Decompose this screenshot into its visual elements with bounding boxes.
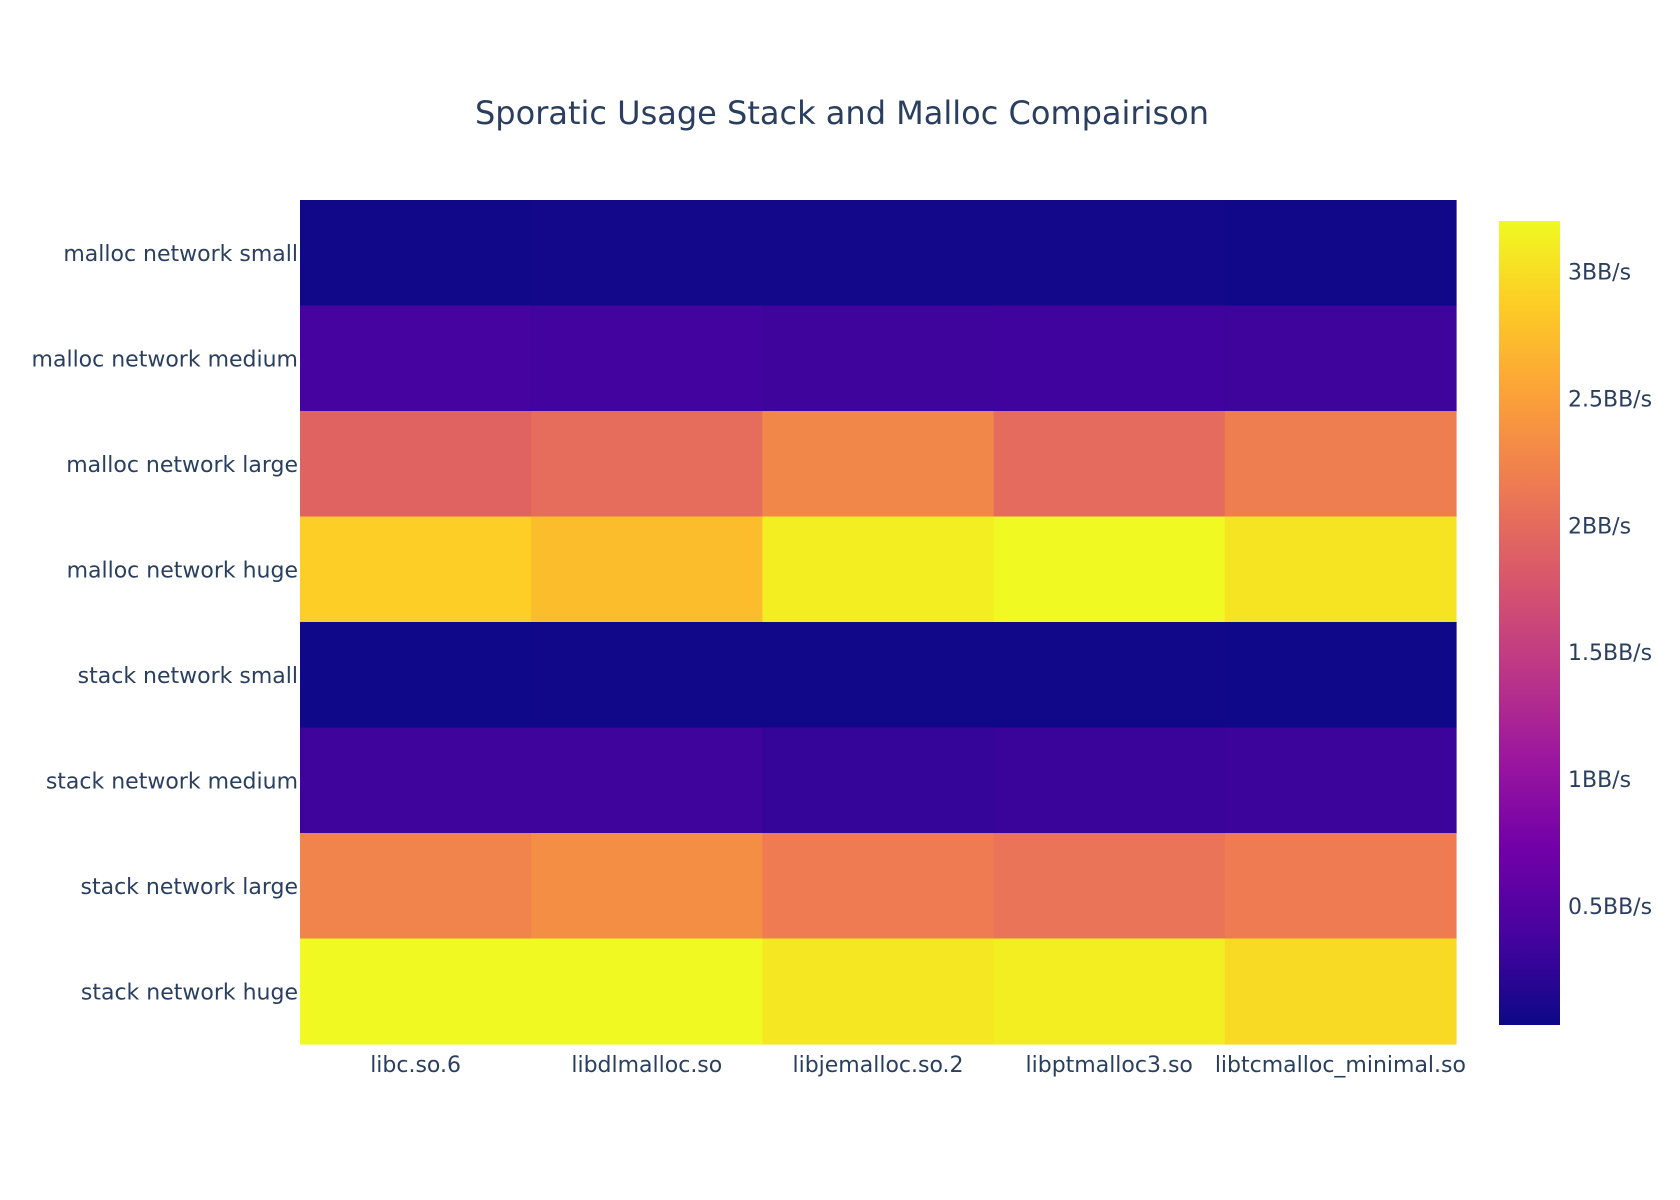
heatmap-cell: [762, 200, 995, 307]
heatmap-cell: [531, 516, 763, 623]
heatmap-cell: [993, 516, 1226, 623]
x-tick-label: libptmalloc3.so: [1026, 1053, 1193, 1078]
chart-title: Sporatic Usage Stack and Malloc Compairi…: [475, 94, 1209, 132]
heatmap-cell: [993, 727, 1226, 834]
heatmap-cell: [993, 622, 1226, 729]
y-tick-label: malloc network huge: [67, 558, 298, 583]
colorbar-tick-label: 1.5BB/s: [1568, 641, 1652, 666]
heatmap-cell: [762, 938, 995, 1045]
heatmap-cell: [762, 516, 995, 623]
colorbar-tick-label: 0.5BB/s: [1568, 895, 1652, 920]
heatmap-cell: [762, 727, 995, 834]
heatmap-cell: [531, 833, 763, 940]
heatmap-cell: [993, 411, 1226, 518]
heatmap-cell: [1224, 305, 1457, 412]
heatmap-cell: [762, 411, 995, 518]
heatmap-cell: [1224, 833, 1457, 940]
y-tick-label: stack network huge: [81, 980, 298, 1005]
colorbar-ticks: 0.5BB/s 1BB/s 1.5BB/s 2BB/s 2.5BB/s 3BB/s: [1568, 261, 1652, 920]
heatmap-cell: [1224, 727, 1457, 834]
heatmap-cell: [993, 305, 1226, 412]
x-tick-label: libdlmalloc.so: [571, 1053, 722, 1078]
heatmap-cell: [993, 833, 1226, 940]
x-axis-ticks: libc.so.6 libdlmalloc.so libjemalloc.so.2 l…: [370, 1053, 1466, 1078]
heatmap-cell: [300, 516, 532, 623]
heatmap-cell: [1224, 411, 1457, 518]
heatmap-cell: [300, 305, 532, 412]
heatmap-cell: [1224, 622, 1457, 729]
y-tick-label: stack network large: [81, 875, 299, 900]
heatmap-cell: [993, 938, 1226, 1045]
heatmap-cell: [1224, 200, 1457, 307]
x-tick-label: libjemalloc.so.2: [792, 1053, 963, 1078]
heatmap-cell: [1224, 516, 1457, 623]
heatmap-cell: [300, 622, 532, 729]
y-tick-label: malloc network small: [63, 242, 298, 267]
heatmap-cells: [300, 200, 1457, 1045]
colorbar-tick-label: 2BB/s: [1568, 514, 1631, 539]
heatmap-cell: [300, 200, 532, 307]
colorbar-tick-label: 1BB/s: [1568, 768, 1631, 793]
y-axis-ticks: malloc network small malloc network mediu…: [32, 242, 298, 1006]
heatmap-cell: [993, 200, 1226, 307]
heatmap-cell: [300, 938, 532, 1045]
x-tick-label: libc.so.6: [370, 1053, 461, 1078]
heatmap-cell: [531, 727, 763, 834]
x-tick-label: libtcmalloc_minimal.so: [1215, 1053, 1466, 1078]
heatmap-cell: [531, 200, 763, 307]
heatmap-cell: [762, 833, 995, 940]
heatmap-cell: [531, 305, 763, 412]
heatmap-cell: [762, 305, 995, 412]
colorbar: [1499, 221, 1560, 1025]
heatmap-cell: [300, 833, 532, 940]
heatmap-cell: [300, 411, 532, 518]
y-tick-label: stack network small: [78, 664, 298, 689]
colorbar-tick-label: 2.5BB/s: [1568, 388, 1652, 413]
heatmap-cell: [300, 727, 532, 834]
y-tick-label: malloc network large: [66, 453, 298, 478]
y-tick-label: stack network medium: [46, 769, 298, 794]
heatmap-cell: [531, 622, 763, 729]
heatmap-cell: [762, 622, 995, 729]
y-tick-label: malloc network medium: [32, 347, 298, 372]
heatmap-cell: [531, 411, 763, 518]
heatmap-cell: [531, 938, 763, 1045]
colorbar-tick-label: 3BB/s: [1568, 261, 1631, 286]
heatmap-cell: [1224, 938, 1457, 1045]
